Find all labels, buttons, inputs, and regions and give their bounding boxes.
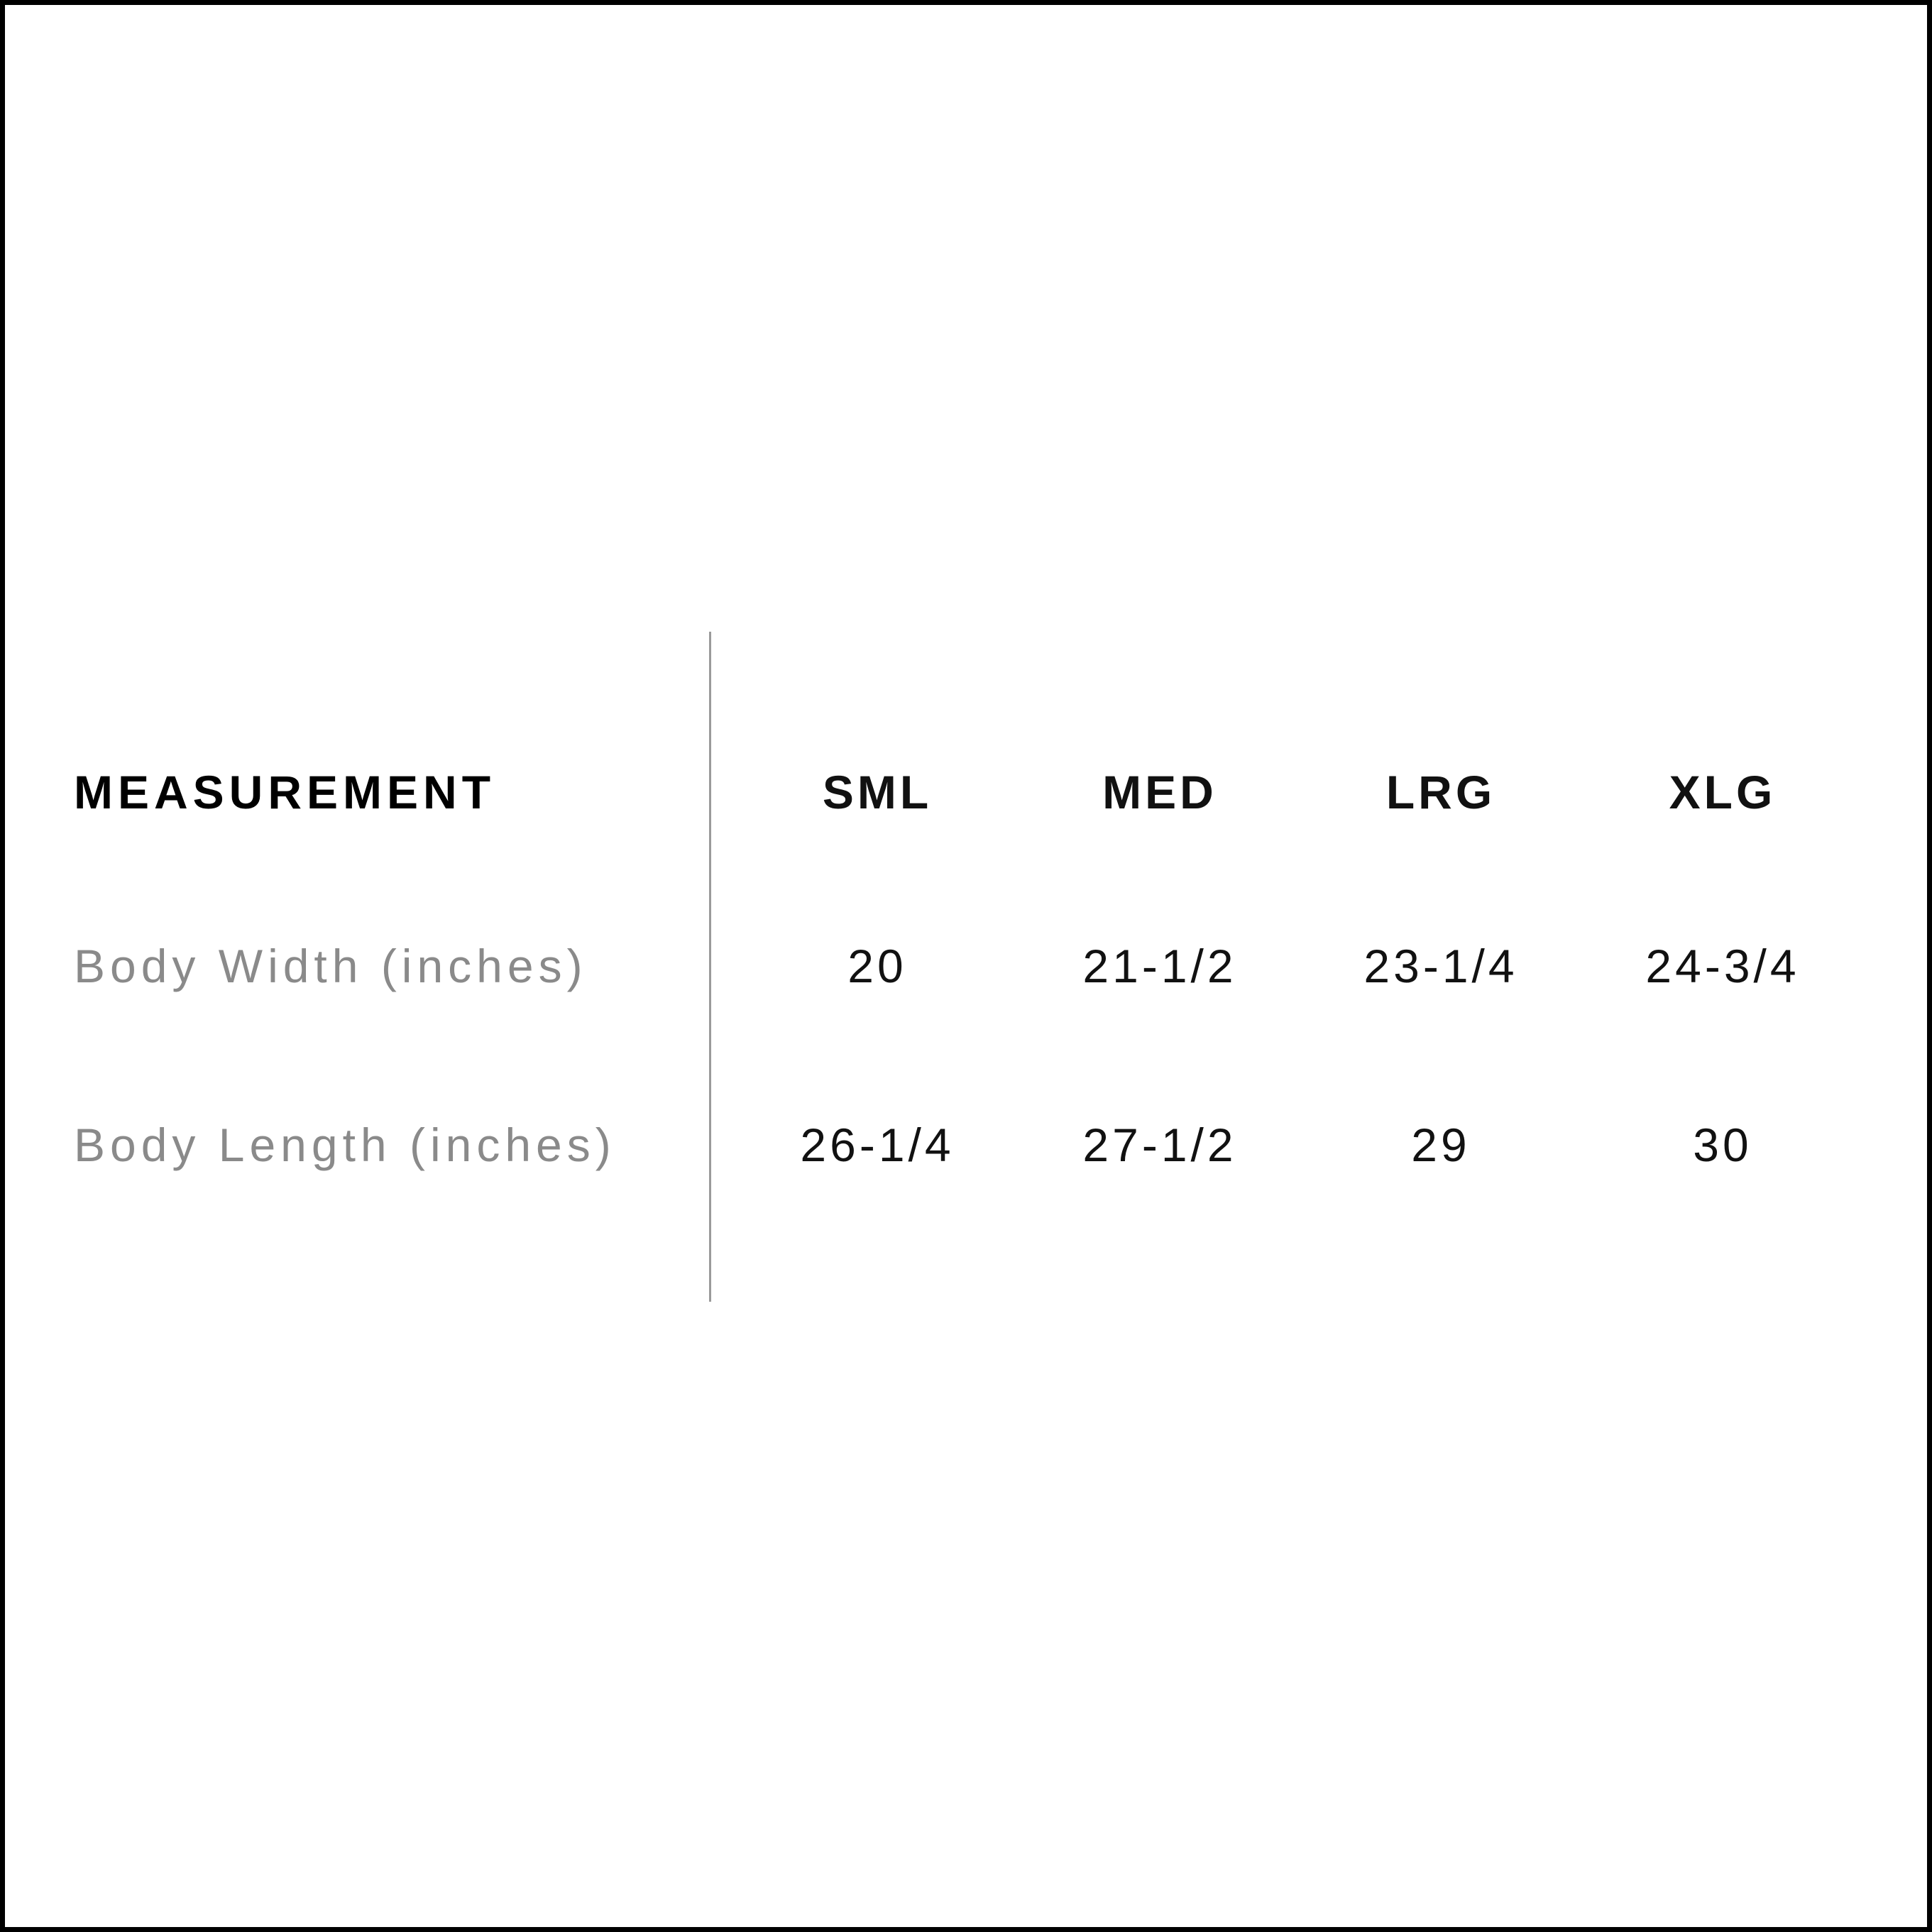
- table-cell: 27-1/2: [1082, 1119, 1237, 1171]
- header-measurement: MEASUREMENT: [74, 766, 496, 818]
- table-cell: 30: [1693, 1119, 1752, 1171]
- table-cell: 26-1/4: [800, 1119, 955, 1171]
- column-divider: [709, 632, 711, 1302]
- header-size-lrg: LRG: [1385, 766, 1496, 818]
- row-label-body-length: Body Length (inches): [74, 1119, 616, 1171]
- table-cell: 29: [1411, 1119, 1471, 1171]
- table-cell: 20: [847, 940, 907, 992]
- table-cell: 24-3/4: [1645, 940, 1800, 992]
- header-size-sml: SML: [822, 766, 933, 818]
- header-size-xlg: XLG: [1669, 766, 1777, 818]
- table-cell: 23-1/4: [1363, 940, 1518, 992]
- table-cell: 21-1/2: [1082, 940, 1237, 992]
- row-label-body-width: Body Width (inches): [74, 940, 588, 992]
- header-size-med: MED: [1102, 766, 1217, 818]
